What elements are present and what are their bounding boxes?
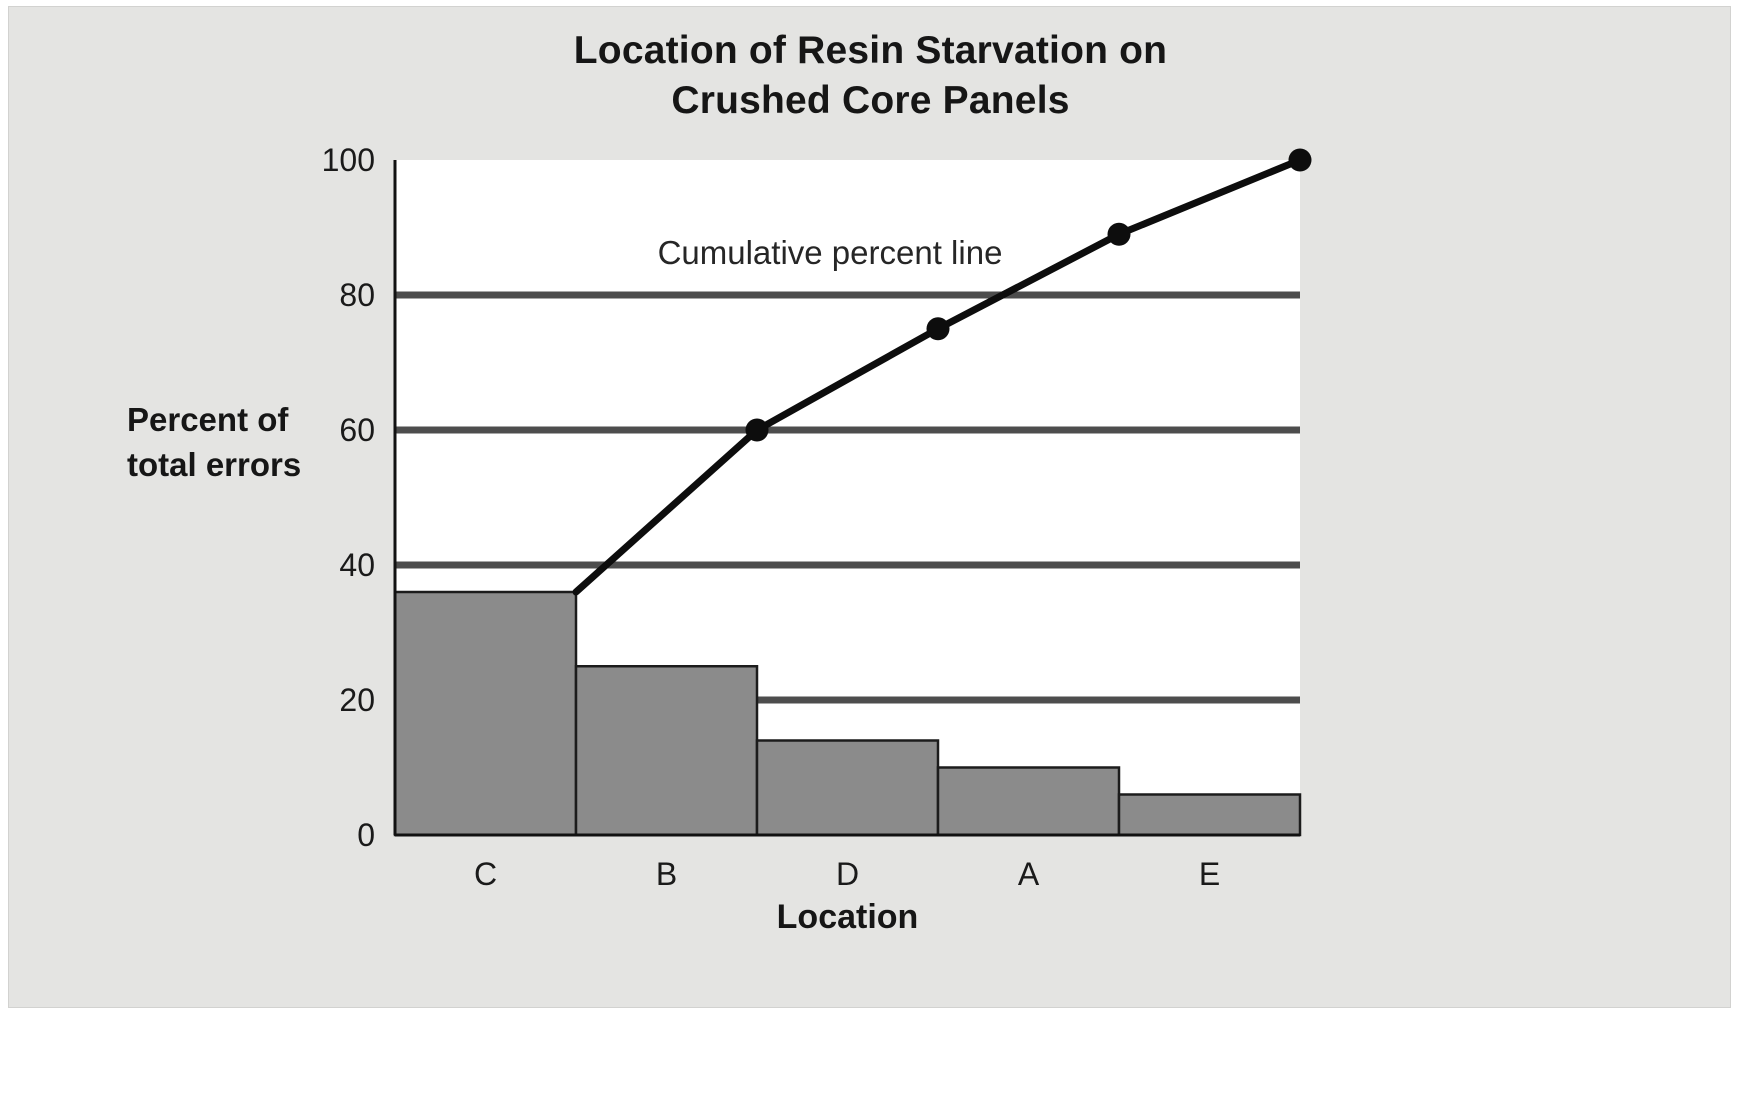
x-tick-label-E: E xyxy=(1199,856,1220,892)
cumulative-point-B xyxy=(745,418,769,442)
x-tick-label-C: C xyxy=(474,856,497,892)
chart-title-line1: Location of Resin Starvation on xyxy=(573,29,1168,72)
y-tick-label-80: 80 xyxy=(339,277,375,313)
y-axis-title: Percent of total errors xyxy=(127,398,301,487)
cumulative-point-E xyxy=(1288,148,1312,172)
bar-D xyxy=(755,739,940,837)
chart-title-line2: Crushed Core Panels xyxy=(671,78,1070,122)
y-tick-label-20: 20 xyxy=(339,682,375,718)
chart-title: Location of Resin Starvation on Crushed … xyxy=(0,26,1741,126)
y-axis-title-line2: total errors xyxy=(127,445,302,483)
bar-E xyxy=(1117,793,1302,837)
x-tick-label-D: D xyxy=(836,856,859,892)
y-tick-label-60: 60 xyxy=(339,412,375,448)
y-tick-label-100: 100 xyxy=(322,142,375,178)
x-tick-label-B: B xyxy=(656,856,677,892)
x-axis-title: Location xyxy=(776,898,919,936)
cumulative-point-A xyxy=(1107,222,1131,246)
bar-B xyxy=(574,665,759,837)
cumulative-point-D xyxy=(926,317,950,341)
bar-C xyxy=(393,590,578,837)
bar-A xyxy=(936,766,1121,837)
y-tick-label-0: 0 xyxy=(357,817,375,853)
y-axis-title-line1: Percent of xyxy=(127,401,289,438)
cumulative-percent-line-label: Cumulative percent line xyxy=(657,234,1003,271)
x-tick-label-A: A xyxy=(1018,856,1040,892)
y-tick-label-40: 40 xyxy=(339,547,375,583)
